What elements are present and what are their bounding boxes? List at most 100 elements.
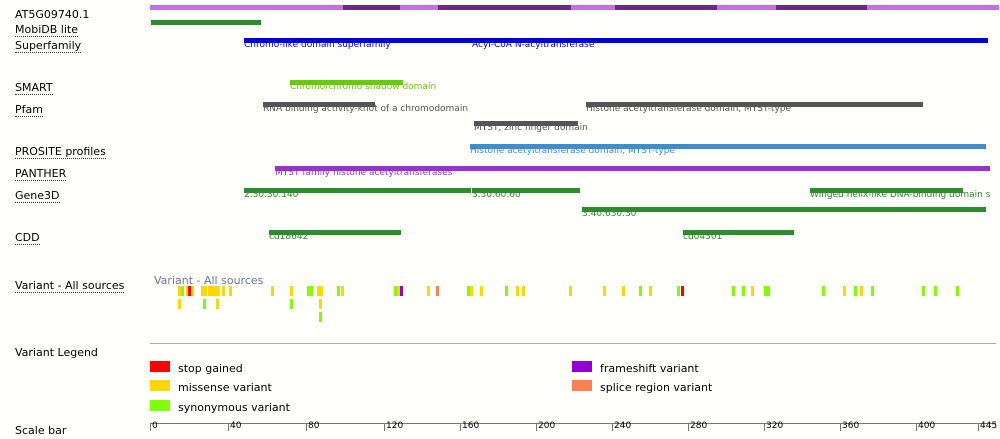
cdd-feature[interactable] [269,230,401,235]
variant-marker[interactable] [956,286,959,296]
scale-tick [978,423,979,431]
variant-marker[interactable] [208,286,211,296]
variant-marker[interactable] [569,286,572,296]
variant-marker[interactable] [871,286,874,296]
variant-marker[interactable] [214,286,217,296]
scale-tick-label: 0 [152,421,158,431]
variant-marker[interactable] [767,286,770,296]
variant-marker[interactable] [319,312,322,322]
variant-marker[interactable] [470,286,473,296]
variant-marker[interactable] [522,286,525,296]
variant-marker[interactable] [307,286,310,296]
variant-marker[interactable] [677,286,680,296]
variant-marker[interactable] [505,286,508,296]
gene3d-label[interactable]: Gene3D [15,189,60,203]
scale-tick-label: 160 [462,421,480,431]
mobidb-feature[interactable] [151,20,261,25]
variant-marker[interactable] [764,286,767,296]
gene3d-feature[interactable] [810,188,963,193]
gene3d-feature[interactable] [582,207,986,212]
variant-marker[interactable] [751,286,754,296]
variant-marker[interactable] [178,286,181,296]
scale-tick [612,423,613,431]
variant-marker[interactable] [203,299,206,309]
variant-marker[interactable] [290,299,293,309]
variant-marker[interactable] [934,286,937,296]
cdd-feature[interactable] [683,230,794,235]
variant-marker[interactable] [341,286,344,296]
scale-bar-line [150,423,996,424]
variant-marker[interactable] [427,286,430,296]
gene3d-feature[interactable] [472,188,580,193]
pfam-feature-label: MYST, zinc finger domain [474,123,588,133]
variant-marker[interactable] [181,286,184,296]
variant-marker[interactable] [317,286,320,296]
variant-marker[interactable] [211,286,214,296]
variant-marker[interactable] [854,286,857,296]
scale-tick [840,423,841,431]
gene3d-feature-label: 3.30.60.60 [472,190,521,200]
stop-gained-legend: stop gained [178,362,243,375]
variant-marker[interactable] [229,286,232,296]
splice-swatch [572,380,592,391]
variant-marker[interactable] [480,286,483,296]
scale-tick [764,423,765,431]
pfam-feature-label: RNA binding activity-knot of a chromodom… [263,104,469,114]
variant-marker[interactable] [222,286,225,296]
variant-marker[interactable] [188,286,191,296]
variant-marker[interactable] [201,286,204,296]
superfamily-feature[interactable] [244,38,988,43]
variant-marker[interactable] [217,286,220,296]
variant-marker[interactable] [922,286,925,296]
pfam-feature[interactable] [586,102,923,107]
cdd-label[interactable]: CDD [15,231,40,245]
variant-marker[interactable] [204,286,207,296]
cdd-feature-label: cd18642 [269,232,309,242]
variant-marker[interactable] [732,286,735,296]
variant-marker[interactable] [622,286,625,296]
variant-marker[interactable] [516,286,519,296]
variant-marker[interactable] [397,286,400,296]
variant-marker[interactable] [843,286,846,296]
variant-marker[interactable] [320,286,323,296]
protein-bar[interactable] [150,5,999,10]
gene3d-feature-label: 2.30.30.140 [244,190,299,200]
prosite-feature[interactable] [470,144,986,149]
pfam-label[interactable]: Pfam [15,103,43,117]
variant-marker[interactable] [681,286,684,296]
variant-marker[interactable] [649,286,652,296]
scale-tick [536,423,537,431]
variant-marker[interactable] [337,286,340,296]
pfam-feature[interactable] [263,102,375,107]
variant-marker[interactable] [400,286,403,296]
prosite-label[interactable]: PROSITE profiles [15,145,106,159]
mobidb-label[interactable]: MobiDB lite [15,23,78,37]
panther-feature-label: MYST family histone acetyltransferases [275,168,453,178]
variant-marker[interactable] [178,299,181,309]
variant-marker[interactable] [186,286,189,296]
variant-marker[interactable] [742,286,745,296]
variant-marker[interactable] [290,286,293,296]
pfam-feature[interactable] [474,121,578,126]
variant-marker[interactable] [639,286,642,296]
smart-feature[interactable] [290,80,403,85]
panther-label[interactable]: PANTHER [15,167,67,181]
variant-track-title: Variant - All sources [154,274,264,287]
variant-marker[interactable] [319,299,322,309]
superfamily-label[interactable]: Superfamily [15,39,82,53]
variant-marker[interactable] [467,286,470,296]
superfamily-feature-label: Chromo-like domain superfamily [244,40,391,50]
variant-marker[interactable] [310,286,313,296]
variant-marker[interactable] [191,286,194,296]
variant-label[interactable]: Variant - All sources [15,279,125,293]
gene3d-feature[interactable] [244,188,471,193]
variant-marker[interactable] [436,286,439,296]
variant-marker[interactable] [860,286,863,296]
panther-feature[interactable] [275,166,990,171]
smart-label[interactable]: SMART [15,81,53,95]
variant-marker[interactable] [271,286,274,296]
variant-marker[interactable] [394,286,397,296]
variant-marker[interactable] [216,299,219,309]
variant-marker[interactable] [603,286,606,296]
variant-marker[interactable] [822,286,825,296]
